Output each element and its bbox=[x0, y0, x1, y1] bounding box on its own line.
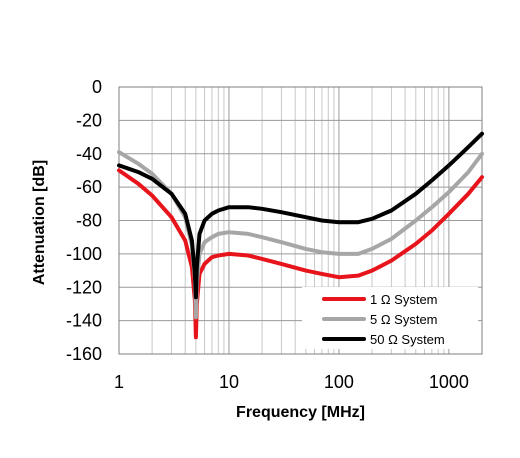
y-axis-title: Attenuation [dB] bbox=[31, 160, 48, 285]
legend-label: 50 Ω System bbox=[370, 332, 445, 347]
legend-label: 5 Ω System bbox=[370, 312, 438, 327]
x-tick-label: 100 bbox=[324, 372, 354, 392]
x-axis-title: Frequency [MHz] bbox=[236, 404, 365, 421]
x-tick-label: 1 bbox=[114, 372, 124, 392]
y-tick-label: -100 bbox=[66, 244, 102, 264]
y-tick-label: 0 bbox=[92, 77, 102, 97]
legend-label: 1 Ω System bbox=[370, 292, 438, 307]
x-tick-label: 10 bbox=[219, 372, 239, 392]
y-tick-label: -120 bbox=[66, 277, 102, 297]
x-tick-labels: 1 10 100 1000 bbox=[114, 372, 469, 392]
y-tick-labels: 0 -20 -40 -60 -80 -100 -120 -140 -160 bbox=[66, 77, 102, 364]
x-tick-label: 1000 bbox=[429, 372, 469, 392]
y-tick-label: -160 bbox=[66, 344, 102, 364]
y-tick-label: -140 bbox=[66, 311, 102, 331]
series-line-1-system bbox=[117, 168, 484, 340]
y-tick-label: -80 bbox=[76, 211, 102, 231]
y-tick-label: -20 bbox=[76, 110, 102, 130]
y-tick-label: -40 bbox=[76, 144, 102, 164]
y-tick-label: -60 bbox=[76, 177, 102, 197]
series-lines bbox=[117, 131, 484, 340]
series-line-50-system bbox=[117, 131, 484, 300]
legend: 1 Ω System 5 Ω System 50 Ω System bbox=[302, 287, 478, 349]
plot-frame bbox=[118, 86, 483, 355]
